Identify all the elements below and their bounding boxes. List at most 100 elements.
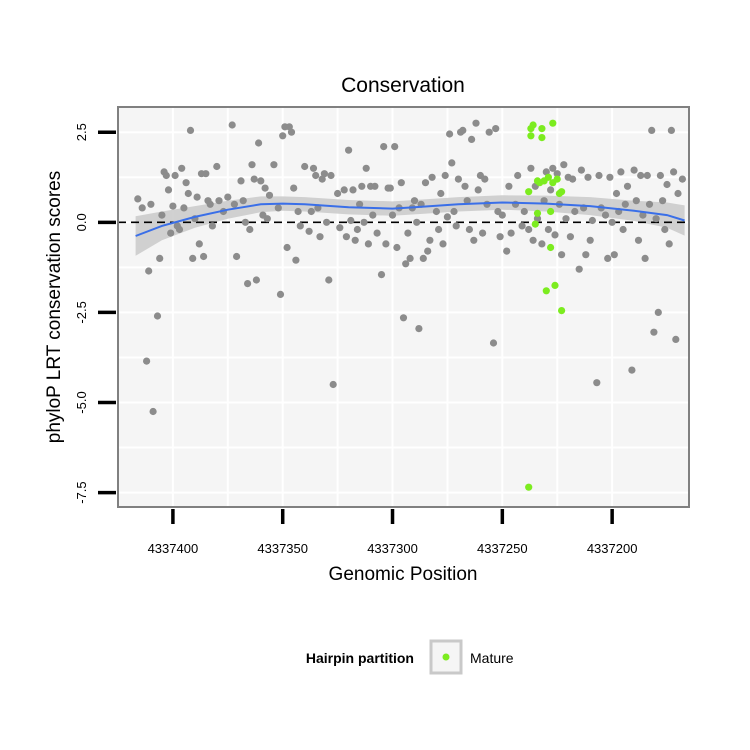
legend-marker-mature: [442, 653, 450, 661]
data-point: [399, 314, 408, 322]
data-point: [287, 128, 296, 136]
x-tick-label: 4337200: [587, 541, 638, 556]
x-tick-label: 4337300: [367, 541, 418, 556]
data-point: [419, 254, 427, 262]
data-point: [542, 168, 550, 176]
data-point: [505, 182, 513, 190]
data-point: [659, 197, 667, 205]
data-point: [586, 236, 594, 244]
data-point: [549, 164, 557, 172]
data-point-mature: [551, 281, 559, 289]
data-point: [678, 175, 687, 183]
data-point: [186, 126, 195, 134]
data-point: [637, 171, 645, 180]
data-point: [178, 164, 186, 172]
data-point: [610, 251, 618, 259]
data-point: [237, 177, 245, 185]
data-point: [562, 215, 570, 223]
data-point: [382, 240, 390, 248]
data-point: [250, 175, 258, 183]
data-point: [362, 164, 370, 172]
data-point: [156, 254, 164, 262]
data-point: [577, 166, 586, 174]
plot-panel: [118, 107, 689, 507]
data-point: [623, 182, 632, 190]
x-tick-label: 4337250: [477, 541, 528, 556]
data-point-mature: [549, 119, 557, 127]
data-point: [632, 197, 640, 205]
data-point: [393, 243, 401, 252]
data-point: [388, 211, 397, 219]
data-point: [255, 139, 263, 147]
data-point: [560, 161, 568, 169]
data-point: [435, 225, 443, 234]
data-point-mature: [544, 173, 553, 181]
data-point: [336, 224, 344, 232]
data-point: [428, 173, 436, 181]
data-point: [208, 222, 216, 230]
data-point: [215, 197, 223, 205]
data-point-mature: [558, 188, 566, 196]
data-point: [483, 200, 491, 208]
data-point: [309, 164, 318, 172]
plot-frame: [117, 106, 690, 508]
data-point: [582, 251, 590, 259]
data-point-mature: [525, 188, 533, 196]
data-point: [276, 290, 285, 298]
data-point: [648, 126, 656, 134]
data-point: [318, 175, 326, 183]
data-point: [138, 204, 146, 212]
data-point: [149, 407, 157, 416]
data-point: [670, 168, 678, 176]
data-point: [224, 193, 232, 201]
data-point: [386, 184, 394, 192]
data-point: [410, 197, 419, 205]
legend: Hairpin partition Mature: [306, 639, 514, 675]
data-point: [606, 173, 614, 181]
data-point: [402, 260, 410, 268]
data-point: [371, 182, 379, 190]
data-point: [353, 225, 361, 234]
data-point: [656, 171, 665, 180]
data-point: [584, 173, 592, 181]
data-point-mature: [547, 243, 555, 252]
data-point: [263, 215, 271, 223]
data-point: [481, 175, 489, 183]
data-point: [437, 189, 445, 198]
data-point: [667, 126, 676, 134]
data-point: [200, 252, 208, 261]
data-point: [228, 121, 236, 129]
data-point: [292, 256, 300, 264]
data-point: [252, 276, 260, 284]
data-point: [446, 130, 454, 138]
data-point: [448, 159, 456, 167]
data-point: [639, 211, 647, 219]
data-point: [349, 186, 357, 194]
x-tick-label: 4337400: [148, 541, 199, 556]
data-point: [184, 189, 192, 198]
data-point: [182, 179, 190, 187]
data-point: [654, 308, 662, 316]
data-point: [621, 200, 629, 208]
data-point: [323, 218, 331, 226]
data-point: [147, 200, 155, 208]
data-point: [465, 225, 473, 234]
data-point: [180, 204, 188, 212]
data-point: [406, 254, 414, 262]
data-point: [661, 225, 669, 234]
data-point: [432, 207, 440, 216]
data-point: [608, 218, 616, 226]
data-point: [274, 204, 282, 212]
data-point: [674, 189, 682, 198]
data-point-mature: [538, 134, 546, 142]
data-point: [241, 218, 249, 226]
data-point: [424, 247, 432, 255]
data-point: [345, 146, 353, 154]
data-point: [415, 325, 423, 333]
data-point: [193, 193, 201, 201]
y-tick-label: -2.5: [74, 301, 89, 323]
smooth-curve-layer: [135, 201, 685, 237]
data-point: [645, 200, 654, 208]
data-point: [595, 171, 603, 180]
data-point: [514, 171, 522, 180]
